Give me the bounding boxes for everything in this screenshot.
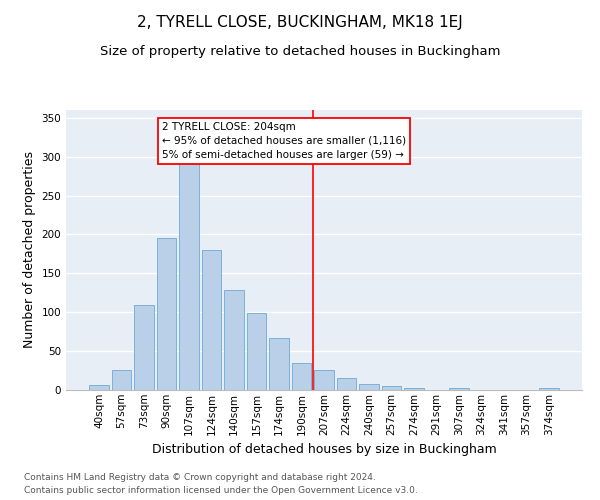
Text: Contains public sector information licensed under the Open Government Licence v3: Contains public sector information licen… [24, 486, 418, 495]
X-axis label: Distribution of detached houses by size in Buckingham: Distribution of detached houses by size … [152, 443, 496, 456]
Bar [337, 378, 356, 390]
Bar [269, 338, 289, 390]
Bar [224, 290, 244, 390]
Bar [314, 370, 334, 390]
Text: 2, TYRELL CLOSE, BUCKINGHAM, MK18 1EJ: 2, TYRELL CLOSE, BUCKINGHAM, MK18 1EJ [137, 15, 463, 30]
Text: Size of property relative to detached houses in Buckingham: Size of property relative to detached ho… [100, 45, 500, 58]
Text: 2 TYRELL CLOSE: 204sqm
← 95% of detached houses are smaller (1,116)
5% of semi-d: 2 TYRELL CLOSE: 204sqm ← 95% of detached… [162, 122, 406, 160]
Bar [112, 370, 131, 390]
Bar [449, 388, 469, 390]
Bar [134, 305, 154, 390]
Bar [292, 363, 311, 390]
Bar [89, 386, 109, 390]
Bar [202, 250, 221, 390]
Bar [359, 384, 379, 390]
Bar [382, 386, 401, 390]
Bar [179, 164, 199, 390]
Bar [247, 313, 266, 390]
Y-axis label: Number of detached properties: Number of detached properties [23, 152, 36, 348]
Bar [404, 388, 424, 390]
Bar [157, 238, 176, 390]
Bar [539, 388, 559, 390]
Text: Contains HM Land Registry data © Crown copyright and database right 2024.: Contains HM Land Registry data © Crown c… [24, 474, 376, 482]
